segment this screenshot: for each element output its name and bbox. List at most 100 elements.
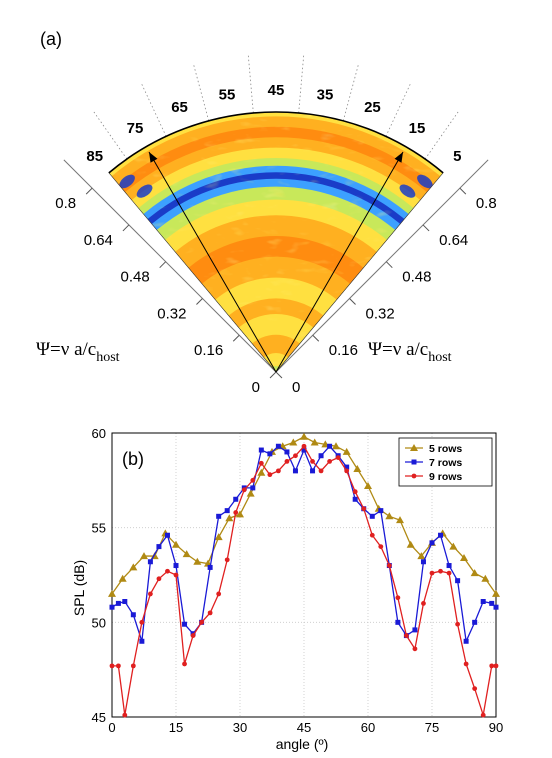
x-tick-label: 90	[489, 720, 503, 735]
x-tick-label: 30	[233, 720, 247, 735]
x-axis-label: angle (º)	[276, 736, 329, 752]
data-point	[310, 468, 316, 474]
data-point	[412, 646, 418, 652]
direction-arrow-shaft	[148, 151, 277, 373]
panel-b-label: (b)	[122, 449, 144, 469]
data-point	[147, 559, 153, 565]
data-point	[165, 568, 170, 574]
legend-entry: 5 rows	[429, 443, 462, 455]
data-point	[216, 513, 222, 519]
legend-entry: 7 rows	[429, 457, 462, 469]
psi-symbol: Ψ=ν a/c	[36, 339, 96, 360]
data-point	[122, 599, 128, 605]
data-point	[276, 468, 281, 474]
y-tick-labels: 45 50 55 60	[92, 426, 106, 725]
data-point	[292, 468, 298, 474]
data-point	[417, 552, 426, 560]
data-point	[420, 559, 426, 565]
data-point	[182, 621, 188, 627]
chart-series	[108, 432, 500, 718]
angle-grid-line	[298, 53, 305, 114]
fan-rim	[108, 111, 444, 174]
heatmap-minimum	[417, 174, 433, 189]
data-point	[156, 544, 162, 550]
angle-tick-label: 55	[219, 86, 236, 103]
radial-tick-mark	[122, 224, 130, 232]
data-point	[258, 447, 264, 453]
data-point	[327, 459, 332, 464]
data-point	[284, 459, 290, 464]
data-point	[267, 472, 273, 478]
data-point	[369, 513, 375, 519]
data-point	[446, 563, 452, 569]
data-point	[395, 595, 401, 601]
data-point	[310, 459, 315, 464]
data-point	[224, 557, 230, 563]
data-point	[353, 464, 362, 472]
radial-tick-mark	[349, 298, 356, 305]
data-point	[267, 451, 273, 457]
data-point	[378, 508, 384, 514]
data-point	[109, 604, 115, 610]
data-point	[404, 633, 409, 638]
data-point	[241, 487, 247, 493]
data-point	[385, 512, 394, 520]
angle-grid-line	[140, 81, 167, 137]
angle-tick-label: 35	[317, 86, 334, 103]
data-point	[406, 540, 415, 548]
data-point	[455, 621, 460, 627]
radial-tick-mark	[422, 224, 430, 232]
radial-tick-mark	[459, 187, 467, 195]
direction-arrow-head	[149, 152, 158, 163]
data-point	[429, 540, 435, 546]
data-point	[472, 619, 478, 625]
data-point	[258, 460, 264, 466]
angle-grid-line	[247, 53, 254, 114]
psi-axis-label-left: Ψ=ν a/chost	[36, 339, 120, 365]
data-point	[148, 591, 153, 597]
data-point	[225, 514, 234, 522]
data-point	[182, 661, 187, 667]
data-point	[446, 570, 452, 576]
data-point	[301, 443, 307, 449]
radial-tick-mark	[85, 187, 93, 195]
data-point	[344, 468, 350, 474]
y-tick-label: 60	[92, 426, 106, 441]
radial-tick-mark	[232, 334, 240, 342]
polar-frame-edge	[63, 159, 277, 373]
data-point	[224, 508, 230, 514]
radial-tick-label: 0.16	[194, 342, 223, 359]
radial-tick-label: 0.64	[84, 232, 113, 249]
radial-tick-label: 0.8	[55, 195, 76, 212]
data-point	[156, 576, 162, 582]
radial-tick-label: 0.8	[476, 195, 497, 212]
data-point	[492, 589, 500, 597]
psi-subscript: host	[428, 350, 451, 365]
data-point	[164, 532, 170, 538]
legend-swatch-marker	[411, 473, 417, 479]
x-tick-label: 60	[361, 720, 375, 735]
angle-tick-label: 15	[409, 120, 426, 137]
data-point	[429, 570, 435, 576]
radial-tick-label: 0.64	[439, 232, 468, 249]
data-point	[327, 443, 333, 449]
y-tick-label: 55	[92, 521, 106, 536]
data-point	[318, 468, 324, 474]
psi-axis-label-right: Ψ=ν a/chost	[368, 339, 452, 365]
data-point	[173, 572, 179, 578]
data-point	[480, 599, 486, 605]
heatmap-minimum	[136, 184, 153, 198]
y-axis-label: SPL (dB)	[71, 560, 87, 616]
polar-grid-lines	[63, 53, 489, 379]
psi-symbol: Ψ=ν a/c	[368, 339, 428, 360]
radial-tick-label: 0.48	[402, 269, 431, 286]
data-point	[130, 663, 136, 669]
angle-grid-line	[192, 62, 210, 121]
radial-tick-label: 0.16	[329, 342, 358, 359]
radial-tick-mark	[312, 334, 320, 342]
polar-heatmap	[108, 111, 444, 373]
data-point	[318, 453, 324, 459]
data-point	[293, 453, 298, 459]
data-point	[301, 447, 307, 453]
data-point	[246, 489, 255, 497]
